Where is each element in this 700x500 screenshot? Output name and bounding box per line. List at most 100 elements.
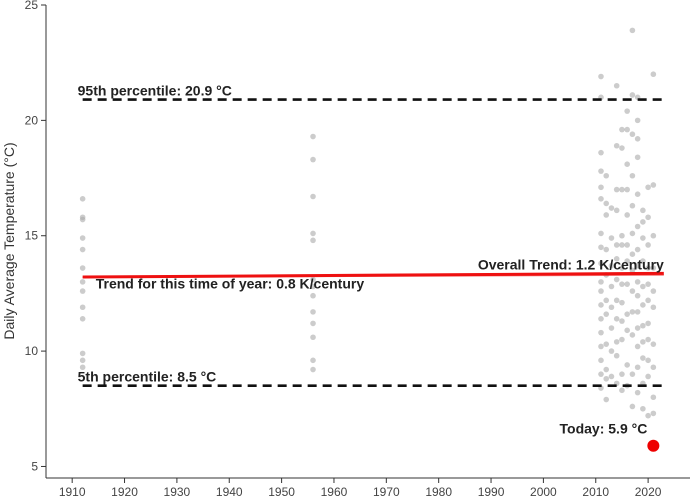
data-point xyxy=(613,82,620,89)
data-point xyxy=(640,219,646,225)
data-point xyxy=(598,371,604,377)
data-point xyxy=(645,297,651,304)
data-point xyxy=(624,242,630,248)
data-point xyxy=(619,265,625,271)
data-point xyxy=(310,156,316,163)
data-point xyxy=(310,357,316,364)
data-point xyxy=(640,405,646,412)
data-point xyxy=(650,364,657,371)
data-point xyxy=(619,387,625,394)
data-point xyxy=(634,191,641,197)
data-point xyxy=(640,207,646,214)
data-point xyxy=(634,246,641,253)
data-point xyxy=(619,232,625,239)
data-point xyxy=(613,352,620,359)
data-point xyxy=(598,329,604,336)
data-point xyxy=(598,343,604,350)
data-point xyxy=(603,246,610,253)
data-point xyxy=(598,288,604,294)
percentile-label: 5th percentile: 8.5 °C xyxy=(78,369,217,385)
data-point xyxy=(624,212,630,218)
data-point xyxy=(79,315,86,322)
data-point xyxy=(603,366,610,373)
today-marker xyxy=(647,439,660,452)
data-point xyxy=(619,186,625,193)
data-point xyxy=(79,350,86,357)
data-point xyxy=(613,256,620,262)
data-point xyxy=(624,186,630,193)
data-point xyxy=(598,302,604,308)
data-point xyxy=(598,168,604,174)
today-label: Today: 5.9 °C xyxy=(560,421,648,437)
data-point xyxy=(608,348,615,354)
data-point xyxy=(608,235,615,241)
data-point xyxy=(650,304,657,311)
data-point xyxy=(634,292,641,299)
data-point xyxy=(79,279,86,285)
data-point xyxy=(619,145,625,151)
today-marker-group: Today: 5.9 °C xyxy=(560,421,660,452)
data-point xyxy=(650,394,657,401)
data-point xyxy=(650,265,657,271)
data-point xyxy=(598,184,604,191)
trend-label-overall: Overall Trend: 1.2 K/century xyxy=(478,256,664,272)
data-point xyxy=(634,343,641,350)
data-point xyxy=(624,362,630,368)
data-point xyxy=(310,334,316,341)
x-tick-label: 1920 xyxy=(111,485,138,499)
data-point xyxy=(629,267,636,274)
data-point xyxy=(598,196,604,202)
data-point xyxy=(634,154,641,161)
trend-line xyxy=(82,274,664,279)
data-point xyxy=(619,299,625,306)
data-point xyxy=(603,200,610,207)
y-tick-label: 20 xyxy=(25,113,39,127)
data-point xyxy=(598,149,604,156)
y-ticks: 5 10 15 20 25 xyxy=(25,0,46,473)
data-point xyxy=(640,302,646,308)
data-point xyxy=(634,117,641,124)
x-tick-label: 1940 xyxy=(216,485,243,499)
data-point xyxy=(613,315,620,322)
data-point xyxy=(624,161,630,168)
data-point xyxy=(619,126,625,133)
data-point xyxy=(624,311,630,317)
data-point xyxy=(634,136,641,142)
data-point xyxy=(79,357,86,364)
data-point xyxy=(613,207,620,214)
trend-label-seasonal: Trend for this time of year: 0.8 K/centu… xyxy=(96,275,365,291)
data-point xyxy=(79,196,86,202)
x-tick-label: 2020 xyxy=(635,485,662,499)
data-point xyxy=(645,412,651,419)
data-point xyxy=(650,232,657,239)
data-point xyxy=(629,131,636,138)
x-ticks: 1910 1920 1930 1940 1950 1960 1970 1980 1990 2000… xyxy=(59,478,662,499)
data-point xyxy=(79,235,86,241)
data-point xyxy=(640,283,646,290)
data-point xyxy=(645,281,651,287)
x-tick-label: 1990 xyxy=(478,485,505,499)
y-tick-label: 5 xyxy=(31,459,38,473)
data-point xyxy=(634,325,641,331)
data-point xyxy=(629,309,636,315)
data-point xyxy=(613,276,620,283)
data-point xyxy=(603,375,610,382)
data-point xyxy=(603,297,610,304)
percentile-label: 95th percentile: 20.9 °C xyxy=(78,83,232,99)
data-point xyxy=(598,357,604,364)
data-point xyxy=(310,366,316,373)
data-point xyxy=(629,332,636,338)
data-point xyxy=(645,357,651,364)
data-point xyxy=(645,184,651,191)
data-point xyxy=(650,71,657,78)
data-point xyxy=(629,92,636,98)
x-tick-label: 1950 xyxy=(268,485,295,499)
data-point xyxy=(634,389,641,396)
data-point xyxy=(619,318,625,324)
data-point xyxy=(645,265,651,271)
data-point xyxy=(624,281,630,287)
data-point xyxy=(310,309,316,315)
data-point xyxy=(310,292,316,299)
data-point xyxy=(603,311,610,317)
data-point xyxy=(629,251,636,257)
